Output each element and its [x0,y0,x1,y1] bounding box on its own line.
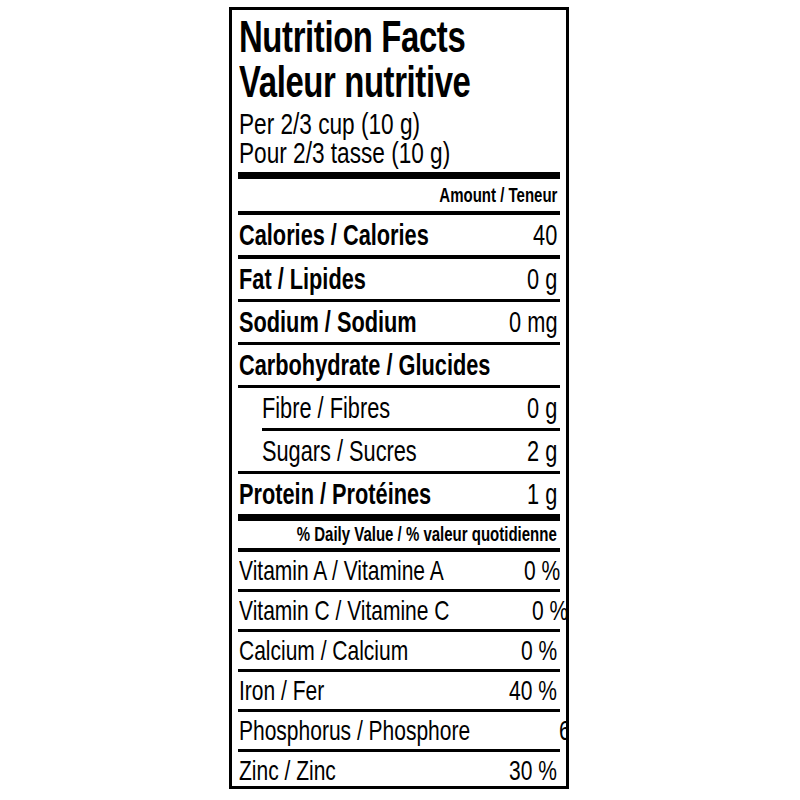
amount-column-header: Amount / Teneur [232,179,566,211]
nutrient-label: Vitamin A / Vitamine A [239,555,444,587]
nutrient-row-protein: Protein / Protéines 1 g [232,474,566,514]
serving-size-french: Pour 2/3 tasse (10 g) [239,139,557,168]
nutrient-label: Protein / Protéines [239,478,431,511]
nutrient-value: 0 mg [509,306,557,339]
title-french-text: Valeur nutritive [239,59,470,104]
nutrient-row-sugars: Sugars / Sucres 2 g [232,431,566,471]
serving-size-english: Per 2/3 cup (10 g) [239,110,557,139]
nutrient-row-carbohydrate: Carbohydrate / Glucides 9 g [232,345,566,385]
nutrient-row-calories: Calories / Calories 40 [232,215,566,255]
nutrient-label: Fibre / Fibres [262,392,390,425]
nutrient-row-fat: Fat / Lipides 0 g [232,259,566,299]
nutrient-row-sodium: Sodium / Sodium 0 mg [232,302,566,342]
page-background: Nutrition Facts Valeur nutritive Per 2/3… [0,0,800,800]
nutrient-value: 40 % [509,675,557,707]
title-english: Nutrition Facts [239,14,557,59]
nutrient-label: Iron / Fer [239,675,324,707]
nutrient-label: Sugars / Sucres [262,435,417,468]
nutrient-label: Carbohydrate / Glucides [239,349,490,382]
nutrient-value: 0 g [527,263,557,296]
micronutrient-row-vitamin-a: Vitamin A / Vitamine A 0 % [232,552,566,589]
micronutrient-row-phosphorus: Phosphorus / Phosphore 6 % [232,712,566,749]
nutrient-label: Calcium / Calcium [239,635,408,667]
micronutrient-row-zinc: Zinc / Zinc 30 % [232,752,566,789]
micronutrient-row-iron: Iron / Fer 40 % [232,672,566,709]
nutrient-row-fibre: Fibre / Fibres 0 g [232,388,566,428]
nutrient-label: Zinc / Zinc [239,755,336,787]
nutrient-value: 2 g [527,435,557,468]
divider-thick-daily-value [238,514,560,521]
nutrient-value: 0 % [521,635,557,667]
nutrient-value: 0 g [527,392,557,425]
serving-size-block: Per 2/3 cup (10 g) Pour 2/3 tasse (10 g) [239,110,557,168]
micronutrient-row-calcium: Calcium / Calcium 0 % [232,632,566,669]
title-english-text: Nutrition Facts [239,14,465,59]
nutrient-value: 1 g [527,478,557,511]
divider-thick-top [238,172,560,179]
nutrient-value: 6 % [559,715,569,747]
nutrient-value: 0 % [524,555,560,587]
nutrition-facts-label: Nutrition Facts Valeur nutritive Per 2/3… [229,7,569,789]
nutrient-label: Fat / Lipides [239,263,366,296]
nutrient-value: 40 [533,219,557,252]
nutrient-label: Phosphorus / Phosphore [239,715,470,747]
micronutrient-row-vitamin-c: Vitamin C / Vitamine C 0 % [232,592,566,629]
nutrient-label: Vitamin C / Vitamine C [239,595,449,627]
nutrient-value: 30 % [509,755,557,787]
title-french: Valeur nutritive [239,59,557,104]
nutrient-label: Sodium / Sodium [239,306,417,339]
nutrient-label: Calories / Calories [239,219,429,252]
nutrient-value: 0 % [532,595,568,627]
daily-value-column-header: % Daily Value / % valeur quotidienne [232,521,566,548]
label-header: Nutrition Facts Valeur nutritive Per 2/3… [232,10,566,168]
